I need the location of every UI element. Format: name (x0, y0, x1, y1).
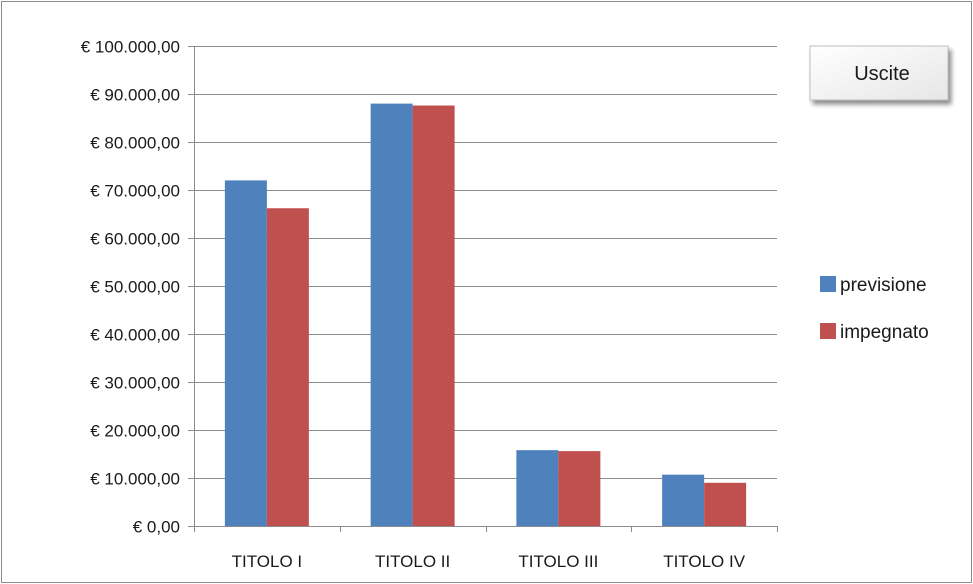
chart-title-box: Uscite (809, 45, 949, 101)
y-tick-label: € 80.000,00 (90, 134, 180, 153)
x-axis-labels: TITOLO I TITOLO II TITOLO III TITOLO IV (232, 552, 746, 571)
y-axis-labels: € 0,00 € 10.000,00 € 20.000,00 € 30.000,00 €… (81, 38, 180, 537)
legend-label-impegnato: impegnato (840, 322, 929, 343)
bar-previsione (662, 474, 705, 526)
axes (194, 46, 778, 532)
y-tick-label: € 0,00 (133, 518, 180, 537)
bar-impegnato (412, 105, 455, 527)
bar-previsione (224, 180, 267, 526)
y-tick-label: € 100.000,00 (81, 38, 180, 57)
y-tick-label: € 50.000,00 (90, 278, 180, 297)
bar-impegnato (704, 482, 747, 526)
legend-swatch-previsione (820, 276, 836, 292)
legend-label-previsione: previsione (840, 275, 927, 296)
bar-previsione (370, 103, 413, 526)
y-tick-label: € 20.000,00 (90, 422, 180, 441)
bar-impegnato (266, 208, 309, 527)
bar-previsione (516, 450, 559, 526)
legend: previsione impegnato (820, 275, 929, 343)
y-tick-label: € 30.000,00 (90, 374, 180, 393)
x-tick-label: TITOLO IV (663, 552, 746, 571)
y-tick-label: € 60.000,00 (90, 230, 180, 249)
y-tick-label: € 10.000,00 (90, 470, 180, 489)
legend-swatch-impegnato (820, 323, 836, 339)
x-tick-label: TITOLO I (232, 552, 303, 571)
chart-title: Uscite (854, 63, 910, 85)
bar-impegnato (558, 451, 601, 526)
bars (224, 103, 747, 527)
y-tick-label: € 40.000,00 (90, 326, 180, 345)
x-tick-label: TITOLO II (375, 552, 450, 571)
y-tick-label: € 90.000,00 (90, 86, 180, 105)
y-tick-label: € 70.000,00 (90, 182, 180, 201)
x-tick-label: TITOLO III (518, 552, 598, 571)
